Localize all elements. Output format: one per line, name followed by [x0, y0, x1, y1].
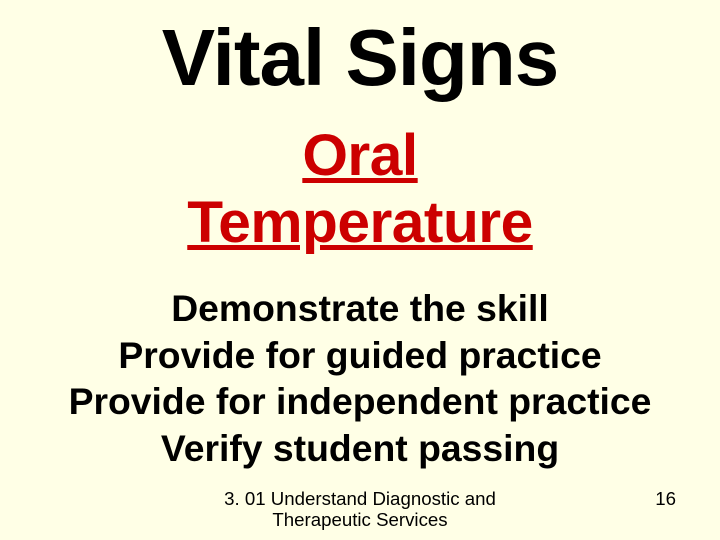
subtitle-line-2: Temperature: [187, 190, 532, 255]
body-line-1: Demonstrate the skill: [0, 285, 720, 332]
body-line-3: Provide for independent practice: [0, 378, 720, 425]
footer-line-2: Therapeutic Services: [272, 509, 447, 530]
slide-subtitle: Oral Temperature: [0, 122, 720, 257]
slide-container: Vital Signs Oral Temperature Demonstrate…: [0, 0, 720, 540]
page-number: 16: [655, 488, 676, 510]
subtitle-line-1: Oral: [302, 123, 417, 188]
slide-title: Vital Signs: [0, 12, 720, 104]
body-line-4: Verify student passing: [0, 425, 720, 472]
footer-center-text: 3. 01 Understand Diagnostic and Therapeu…: [224, 488, 496, 531]
footer-line-1: 3. 01 Understand Diagnostic and: [224, 488, 496, 509]
slide-body: Demonstrate the skill Provide for guided…: [0, 285, 720, 472]
body-line-2: Provide for guided practice: [0, 332, 720, 379]
slide-footer: 3. 01 Understand Diagnostic and Therapeu…: [0, 488, 720, 524]
